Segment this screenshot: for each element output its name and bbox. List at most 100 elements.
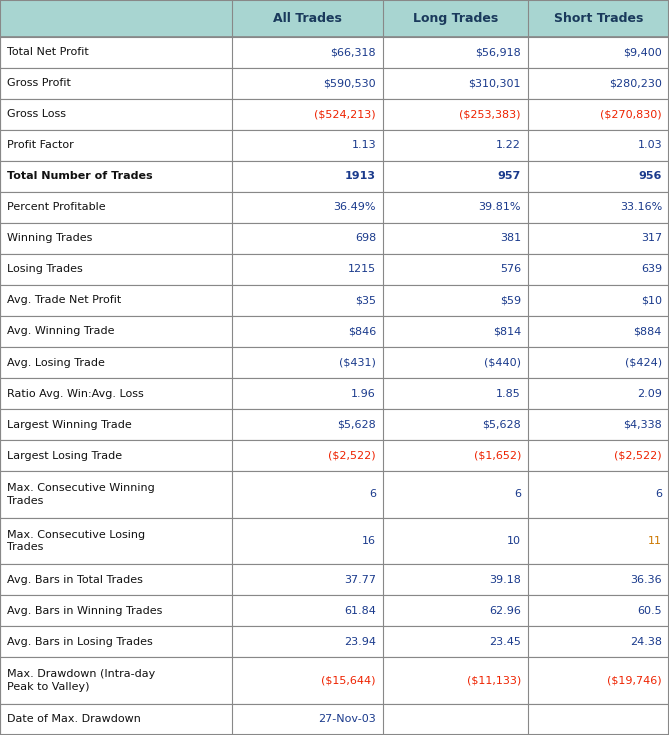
Text: Winning Trades: Winning Trades bbox=[7, 233, 92, 243]
Text: 36.36: 36.36 bbox=[630, 575, 662, 585]
Bar bbox=[0, 37, 669, 68]
Text: ($524,213): ($524,213) bbox=[314, 110, 376, 119]
Text: 381: 381 bbox=[500, 233, 521, 243]
Bar bbox=[0, 440, 669, 471]
Bar bbox=[0, 254, 669, 285]
Text: 33.16%: 33.16% bbox=[619, 202, 662, 212]
Bar bbox=[0, 223, 669, 254]
Text: $56,918: $56,918 bbox=[475, 47, 521, 57]
Text: 956: 956 bbox=[639, 171, 662, 182]
Text: $9,400: $9,400 bbox=[624, 47, 662, 57]
Text: 1215: 1215 bbox=[348, 265, 376, 274]
Text: 576: 576 bbox=[500, 265, 521, 274]
Text: Max. Drawdown (Intra-day
Peak to Valley): Max. Drawdown (Intra-day Peak to Valley) bbox=[7, 670, 155, 692]
Text: ($2,522): ($2,522) bbox=[328, 451, 376, 461]
Bar bbox=[0, 192, 669, 223]
Text: 36.49%: 36.49% bbox=[334, 202, 376, 212]
Text: 6: 6 bbox=[369, 490, 376, 500]
Text: $846: $846 bbox=[348, 326, 376, 337]
Text: 1.03: 1.03 bbox=[638, 140, 662, 150]
Text: $4,338: $4,338 bbox=[624, 420, 662, 429]
Text: Avg. Bars in Total Trades: Avg. Bars in Total Trades bbox=[7, 575, 143, 585]
Text: 1.85: 1.85 bbox=[496, 389, 521, 398]
Text: Long Trades: Long Trades bbox=[413, 12, 498, 25]
Text: 1.13: 1.13 bbox=[351, 140, 376, 150]
Bar bbox=[0, 98, 669, 129]
Text: $280,230: $280,230 bbox=[609, 78, 662, 88]
Bar bbox=[0, 347, 669, 378]
Text: $590,530: $590,530 bbox=[323, 78, 376, 88]
Text: ($253,383): ($253,383) bbox=[460, 110, 521, 119]
Bar bbox=[0, 657, 669, 704]
Text: 6: 6 bbox=[514, 490, 521, 500]
Text: 60.5: 60.5 bbox=[638, 606, 662, 616]
Text: 317: 317 bbox=[641, 233, 662, 243]
Text: $884: $884 bbox=[634, 326, 662, 337]
Text: $10: $10 bbox=[641, 295, 662, 306]
Text: $66,318: $66,318 bbox=[330, 47, 376, 57]
Text: $814: $814 bbox=[493, 326, 521, 337]
Text: 16: 16 bbox=[362, 536, 376, 546]
Text: $5,628: $5,628 bbox=[482, 420, 521, 429]
Text: 1.96: 1.96 bbox=[351, 389, 376, 398]
Text: 6: 6 bbox=[655, 490, 662, 500]
Bar bbox=[0, 0, 669, 37]
Text: 2.09: 2.09 bbox=[637, 389, 662, 398]
Text: ($19,746): ($19,746) bbox=[607, 675, 662, 686]
Text: Max. Consecutive Winning
Trades: Max. Consecutive Winning Trades bbox=[7, 483, 155, 506]
Text: Avg. Winning Trade: Avg. Winning Trade bbox=[7, 326, 114, 337]
Text: Profit Factor: Profit Factor bbox=[7, 140, 74, 150]
Text: 39.81%: 39.81% bbox=[478, 202, 521, 212]
Text: 23.94: 23.94 bbox=[344, 637, 376, 647]
Text: Total Net Profit: Total Net Profit bbox=[7, 47, 89, 57]
Text: ($431): ($431) bbox=[339, 357, 376, 368]
Text: 61.84: 61.84 bbox=[344, 606, 376, 616]
Bar bbox=[0, 378, 669, 409]
Text: 62.96: 62.96 bbox=[489, 606, 521, 616]
Text: 957: 957 bbox=[498, 171, 521, 182]
Text: Losing Trades: Losing Trades bbox=[7, 265, 83, 274]
Text: All Trades: All Trades bbox=[273, 12, 342, 25]
Bar bbox=[0, 409, 669, 440]
Bar bbox=[0, 471, 669, 517]
Text: 39.18: 39.18 bbox=[489, 575, 521, 585]
Text: 27-Nov-03: 27-Nov-03 bbox=[318, 714, 376, 725]
Text: 1913: 1913 bbox=[345, 171, 376, 182]
Text: $59: $59 bbox=[500, 295, 521, 306]
Text: Max. Consecutive Losing
Trades: Max. Consecutive Losing Trades bbox=[7, 530, 145, 553]
Text: 24.38: 24.38 bbox=[630, 637, 662, 647]
Bar bbox=[0, 704, 669, 735]
Text: ($1,652): ($1,652) bbox=[474, 451, 521, 461]
Text: $35: $35 bbox=[355, 295, 376, 306]
Text: ($2,522): ($2,522) bbox=[614, 451, 662, 461]
Text: $5,628: $5,628 bbox=[337, 420, 376, 429]
Text: Avg. Bars in Winning Trades: Avg. Bars in Winning Trades bbox=[7, 606, 163, 616]
Text: 11: 11 bbox=[648, 536, 662, 546]
Text: Short Trades: Short Trades bbox=[554, 12, 643, 25]
Bar bbox=[0, 161, 669, 192]
Text: ($440): ($440) bbox=[484, 357, 521, 368]
Text: Gross Profit: Gross Profit bbox=[7, 78, 71, 88]
Text: 10: 10 bbox=[507, 536, 521, 546]
Text: 37.77: 37.77 bbox=[344, 575, 376, 585]
Bar bbox=[0, 564, 669, 595]
Text: Avg. Trade Net Profit: Avg. Trade Net Profit bbox=[7, 295, 121, 306]
Bar bbox=[0, 595, 669, 626]
Text: 23.45: 23.45 bbox=[489, 637, 521, 647]
Text: Largest Losing Trade: Largest Losing Trade bbox=[7, 451, 122, 461]
Text: Largest Winning Trade: Largest Winning Trade bbox=[7, 420, 132, 429]
Text: Ratio Avg. Win:Avg. Loss: Ratio Avg. Win:Avg. Loss bbox=[7, 389, 144, 398]
Bar bbox=[0, 316, 669, 347]
Text: Date of Max. Drawdown: Date of Max. Drawdown bbox=[7, 714, 141, 725]
Text: ($270,830): ($270,830) bbox=[600, 110, 662, 119]
Text: $310,301: $310,301 bbox=[468, 78, 521, 88]
Bar bbox=[0, 129, 669, 161]
Bar bbox=[0, 626, 669, 657]
Bar bbox=[0, 285, 669, 316]
Text: 698: 698 bbox=[355, 233, 376, 243]
Text: 1.22: 1.22 bbox=[496, 140, 521, 150]
Text: Avg. Losing Trade: Avg. Losing Trade bbox=[7, 357, 105, 368]
Text: Avg. Bars in Losing Trades: Avg. Bars in Losing Trades bbox=[7, 637, 153, 647]
Text: ($15,644): ($15,644) bbox=[322, 675, 376, 686]
Text: Gross Loss: Gross Loss bbox=[7, 110, 66, 119]
